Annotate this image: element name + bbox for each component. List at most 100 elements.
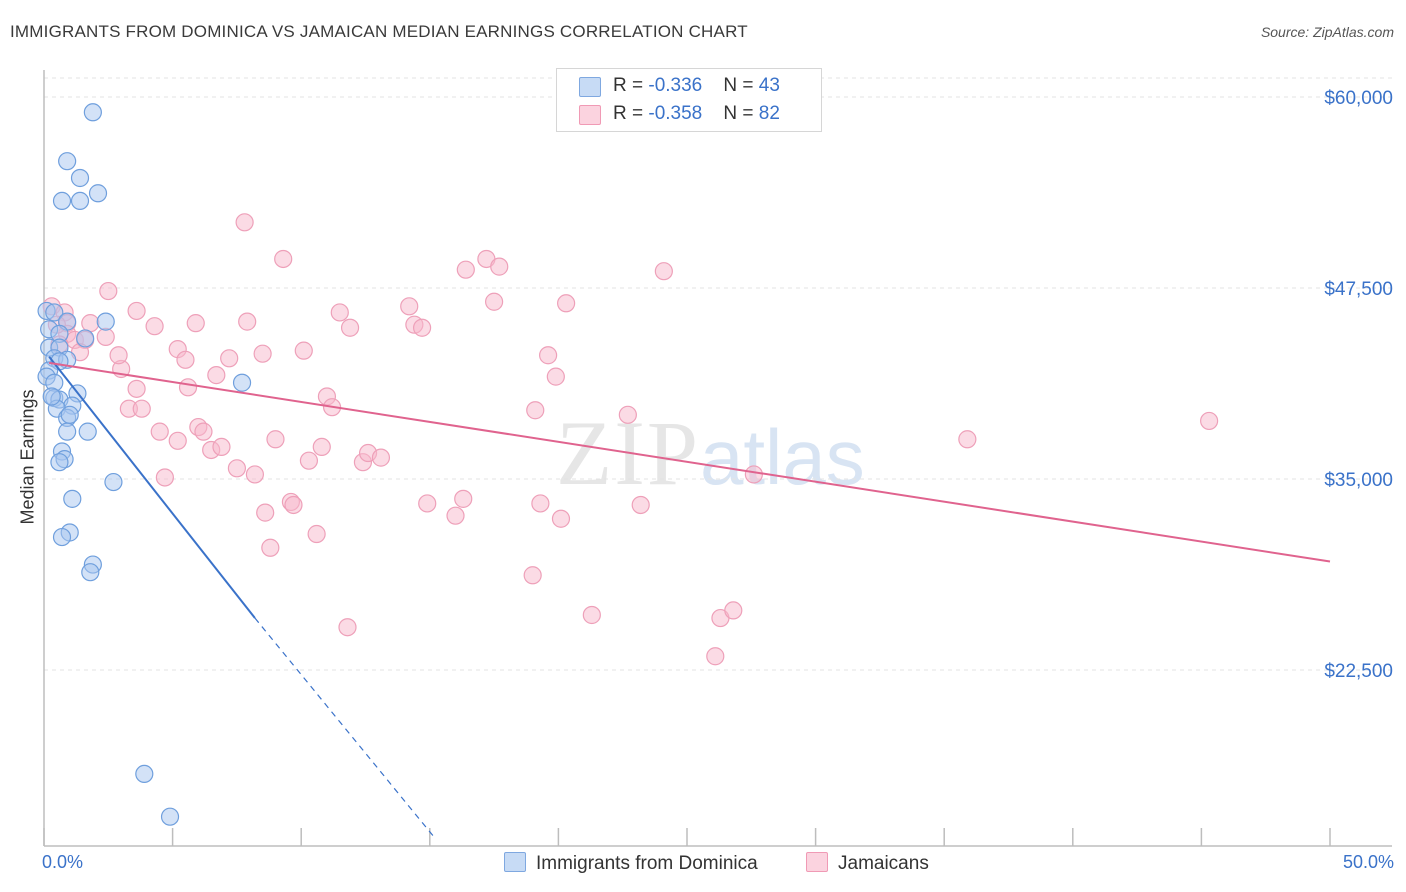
point-dominica: [60, 405, 79, 424]
point-jamaican: [1200, 411, 1219, 431]
point-dominica: [45, 303, 64, 322]
point-jamaican: [654, 262, 673, 281]
trendline-jamaicans: [48, 361, 1331, 563]
point-jamaican: [340, 318, 360, 337]
point-dominica: [78, 422, 97, 441]
correlation-legend: R = -0.336 N = 43 R = -0.358 N = 82: [556, 68, 822, 132]
point-jamaican: [312, 437, 331, 457]
legend-n-value: 43: [758, 75, 780, 96]
point-jamaican: [81, 314, 100, 333]
point-dominica: [50, 453, 69, 472]
point-dominica: [58, 152, 77, 171]
point-dominica: [88, 184, 108, 203]
point-jamaican: [582, 605, 601, 625]
point-jamaican: [168, 431, 187, 450]
point-dominica: [81, 563, 100, 582]
legend-n-label: N =: [723, 75, 759, 96]
point-jamaican: [526, 401, 545, 420]
point-jamaican: [284, 495, 303, 515]
point-jamaican: [418, 494, 437, 513]
point-jamaican: [958, 430, 977, 449]
point-dominica: [135, 764, 154, 784]
point-jamaican: [245, 465, 265, 484]
point-jamaican: [109, 346, 128, 365]
legend-r-label: R =: [613, 103, 649, 124]
point-jamaican: [330, 303, 349, 322]
x-axis-max-label: 50.0%: [1342, 852, 1394, 872]
point-jamaican: [238, 312, 257, 331]
point-jamaican: [551, 509, 571, 528]
point-jamaican: [220, 349, 239, 368]
point-jamaican: [631, 495, 650, 515]
point-jamaican: [618, 405, 637, 424]
point-jamaican: [194, 422, 213, 441]
point-jamaican: [227, 459, 246, 478]
legend-n-label: N =: [723, 103, 759, 124]
legend-swatch-dominica: [504, 852, 526, 872]
point-dominica: [58, 422, 77, 441]
point-jamaican: [207, 365, 226, 385]
legend-item-jamaicans[interactable]: Jamaicans: [806, 852, 929, 875]
legend-label-jamaicans: Jamaicans: [838, 853, 929, 874]
legend-swatch-dominica: [579, 77, 601, 97]
point-jamaican: [256, 503, 275, 522]
point-dominica: [96, 312, 115, 331]
point-jamaican: [127, 301, 146, 321]
point-dominica: [42, 387, 61, 406]
point-dominica: [104, 472, 123, 492]
point-jamaican: [456, 260, 475, 279]
legend-stats-jamaicans: R = -0.358 N = 82: [613, 103, 780, 125]
legend-swatch-jamaicans: [806, 852, 828, 872]
point-jamaican: [178, 378, 198, 397]
source-label: Source: ZipAtlas.com: [1260, 24, 1394, 40]
point-dominica: [63, 489, 82, 508]
y-tick-label: $35,000: [1324, 470, 1393, 491]
point-jamaican: [253, 344, 272, 363]
x-axis-min-label: 0.0%: [42, 852, 84, 872]
legend-r-label: R =: [613, 75, 649, 96]
point-jamaican: [454, 489, 473, 508]
point-jamaican: [531, 494, 550, 513]
y-tick-label: $22,500: [1324, 661, 1393, 682]
point-dominica: [76, 329, 95, 348]
point-jamaican: [706, 647, 725, 666]
point-jamaican: [235, 213, 254, 232]
point-dominica: [70, 168, 90, 188]
point-jamaican: [557, 294, 576, 313]
point-jamaican: [266, 430, 285, 449]
watermark-atlas: atlas: [700, 413, 865, 501]
point-jamaican: [744, 465, 763, 484]
point-jamaican: [485, 292, 504, 311]
point-jamaican: [299, 451, 319, 470]
point-jamaican: [150, 422, 169, 441]
point-jamaican: [490, 257, 509, 276]
legend-r-value: -0.358: [648, 103, 703, 124]
y-tick-label: $60,000: [1324, 88, 1393, 109]
point-jamaican: [212, 437, 231, 457]
point-dominica: [52, 527, 72, 547]
legend-stats-dominica: R = -0.336 N = 43: [613, 75, 780, 97]
legend-item-dominica[interactable]: Immigrants from Dominica: [504, 852, 758, 875]
point-jamaican: [261, 538, 280, 557]
trendline-dominica-extension: [254, 617, 436, 839]
point-jamaican: [127, 379, 146, 398]
point-dominica: [232, 373, 252, 392]
point-jamaican: [132, 399, 151, 418]
point-jamaican: [539, 346, 558, 365]
point-jamaican: [176, 350, 195, 369]
point-jamaican: [446, 506, 465, 525]
point-jamaican: [546, 367, 565, 386]
legend-label-dominica: Immigrants from Dominica: [536, 853, 758, 874]
point-jamaican: [155, 468, 174, 487]
point-jamaican: [338, 618, 357, 637]
point-jamaican: [400, 297, 419, 316]
point-jamaican: [274, 249, 293, 269]
legend-n-value: 82: [758, 103, 780, 124]
point-jamaican: [145, 317, 164, 336]
point-jamaican: [371, 448, 391, 467]
point-dominica: [52, 191, 72, 211]
series-legend: Immigrants from Dominica Jamaicans: [0, 850, 1406, 880]
point-jamaican: [307, 524, 326, 544]
y-axis-title: Median Earnings: [17, 389, 38, 525]
